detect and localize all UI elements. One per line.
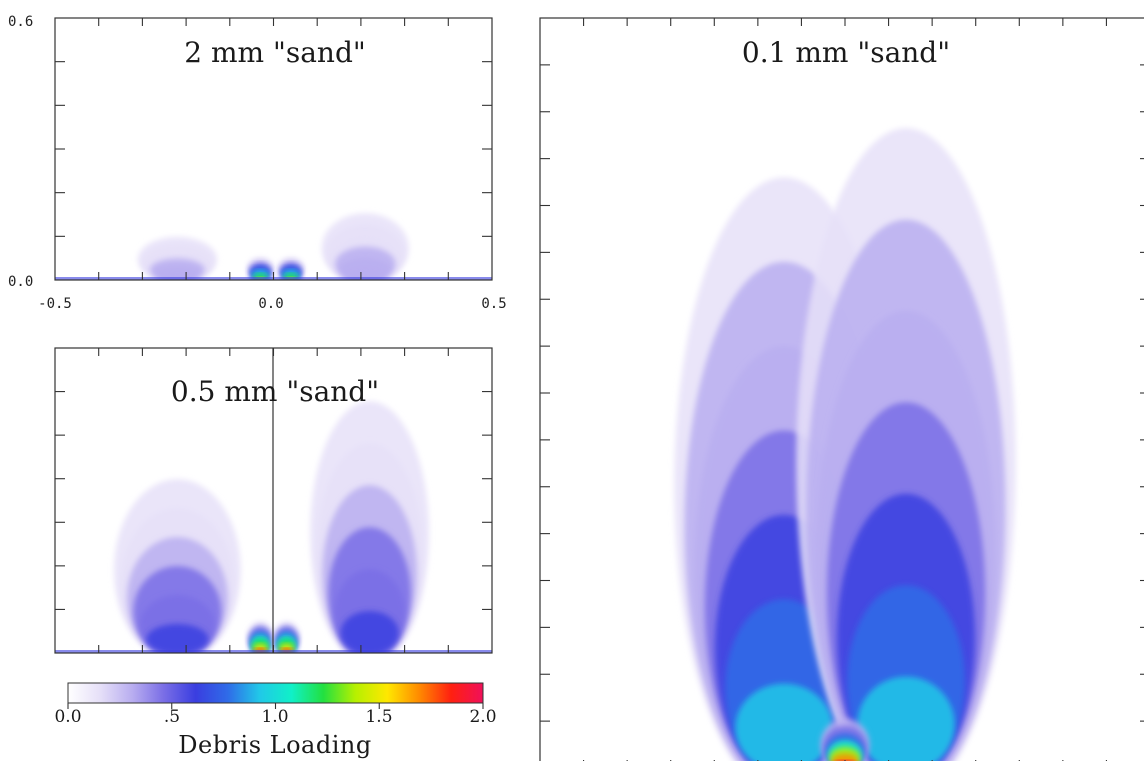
plume-contour (857, 676, 955, 761)
panel-0-1mm-title: 0.1 mm "sand" (742, 36, 950, 69)
colorbar-tick-label-3: 1.5 (365, 707, 392, 727)
colorbar-ticks (67, 703, 484, 709)
panel-2mm-title: 2 mm "sand" (184, 36, 366, 69)
y-tick-label-top: 0.6 (8, 14, 33, 30)
x-tick-label-left: -0.5 (38, 296, 72, 312)
plume-field-0-1mm (674, 128, 1016, 761)
plume-field-2mm (55, 202, 492, 280)
x-tick-label-right: 0.5 (481, 296, 506, 312)
colorbar-tick-label-0: 0.0 (54, 707, 81, 727)
plume-contour (735, 683, 833, 761)
colorbar-tick-label-2: 1.0 (261, 707, 288, 727)
panel-0-1mm-ticks (540, 18, 1144, 761)
x-tick-label-center: 0.0 (258, 296, 283, 312)
colorbar-gradient (68, 683, 483, 703)
panel-0-5mm: 0.5 mm "sand" (54, 347, 493, 654)
colorbar-title: Debris Loading (178, 731, 371, 759)
y-tick-label-bottom: 0.0 (8, 274, 33, 290)
panel-2mm-ticks (55, 18, 492, 280)
panel-0-5mm-title: 0.5 mm "sand" (171, 375, 379, 408)
panel-0-1mm: 0.1 mm "sand" (539, 17, 1144, 761)
colorbar-tick-label-1: .5 (164, 707, 180, 727)
plume-contour (340, 611, 399, 653)
panel-2mm: 2 mm "sand" 0.6 0.0 -0.5 0.0 0.5 (8, 14, 507, 312)
panel-0-5mm-ticks (55, 348, 492, 653)
colorbar-tick-label-4: 2.0 (469, 707, 496, 727)
plume-contour (146, 624, 209, 653)
plume-contour (831, 753, 859, 761)
colorbar: 0.0 .5 1.0 1.5 2.0 Debris Loading (54, 682, 497, 759)
